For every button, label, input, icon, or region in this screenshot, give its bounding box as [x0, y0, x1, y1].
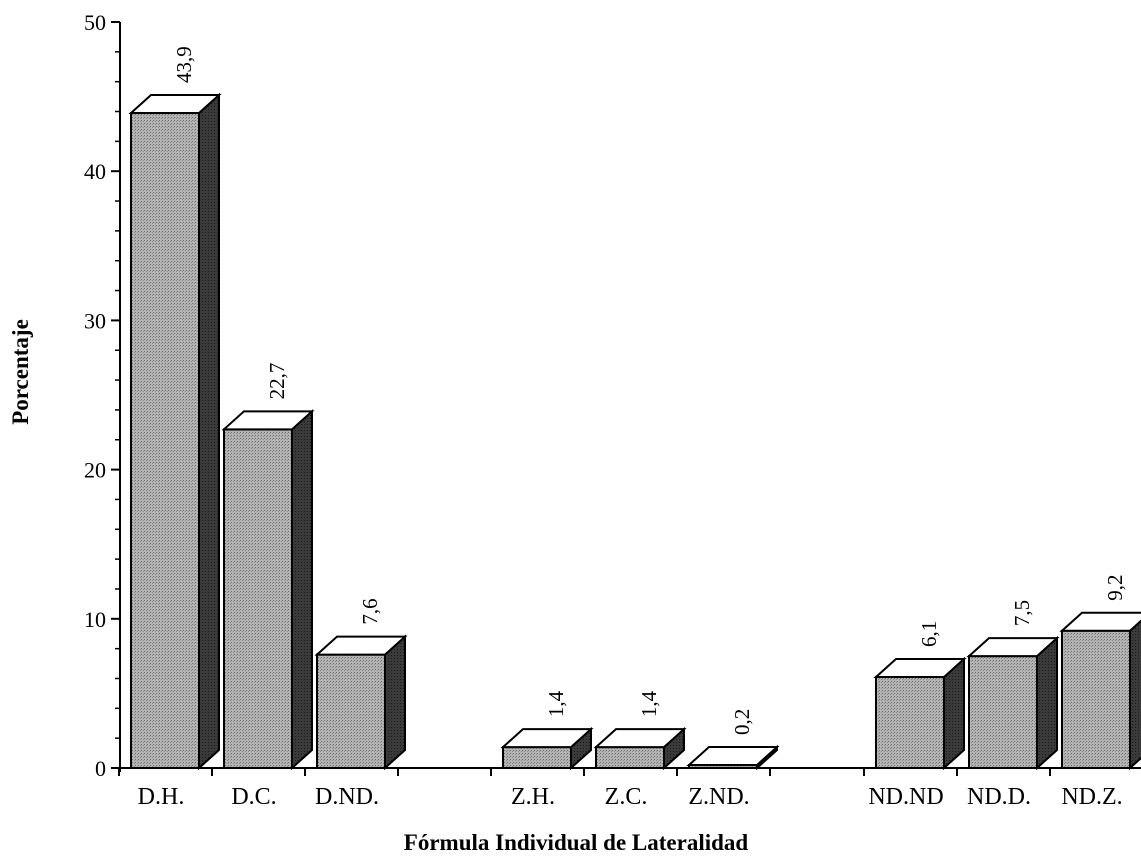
- bar-top: [500, 728, 594, 749]
- bar-front: [223, 428, 293, 769]
- bar-front: [130, 112, 200, 769]
- bars-layer: 43,9 D.H. 22,7 D.C. 7,6 D.ND. 1,4 Z.H. 1,4 Z.C. 0,…: [128, 46, 1141, 810]
- bar-top: [128, 94, 222, 115]
- bar-side: [198, 92, 220, 771]
- y-tick-label: 40: [84, 159, 106, 184]
- bar-top: [1059, 611, 1141, 632]
- bar-value-label: 6,1: [917, 621, 941, 647]
- x-category-label: Z.C.: [605, 784, 648, 810]
- bar-front: [316, 653, 386, 769]
- y-tick-label: 20: [84, 458, 106, 483]
- x-axis-title: Fórmula Individual de Lateralidad: [404, 830, 749, 855]
- bar-value-label: 22,7: [265, 363, 289, 400]
- x-category-label: ND.Z.: [1061, 784, 1122, 810]
- bar-side: [1129, 619, 1141, 771]
- x-category-label: ND.ND: [868, 784, 943, 810]
- y-axis-title: Porcentaje: [8, 319, 33, 425]
- bar-value-label: 1,4: [637, 690, 661, 717]
- bar-value-label: 9,2: [1103, 574, 1127, 600]
- y-tick-label: 50: [84, 10, 106, 35]
- bar-top: [966, 637, 1060, 658]
- bar-top: [873, 657, 967, 678]
- x-category-label: D.H.: [138, 784, 185, 810]
- x-category-label: D.C.: [231, 784, 276, 810]
- bar-front: [502, 746, 572, 769]
- bar-front: [1061, 629, 1131, 770]
- y-tick-label: 0: [95, 756, 106, 781]
- y-tick-label: 30: [84, 308, 106, 333]
- bar-value-label: 0,2: [730, 709, 754, 735]
- bar-top: [686, 746, 780, 767]
- axis-layer: 0 10 20 30 40 50: [84, 10, 1141, 781]
- bar-top: [221, 410, 315, 431]
- bar-value-label: 43,9: [172, 46, 196, 83]
- x-category-label: ND.D.: [967, 784, 1031, 810]
- bar-value-label: 7,5: [1010, 600, 1034, 626]
- x-category-label: D.ND.: [315, 784, 379, 810]
- bar-side: [1036, 635, 1058, 771]
- bar-top: [314, 635, 408, 656]
- x-category-label: Z.ND.: [688, 784, 749, 810]
- bar-value-label: 7,6: [358, 598, 382, 624]
- bar-front: [595, 746, 665, 769]
- bar-top: [593, 728, 687, 749]
- bar-side: [384, 634, 406, 771]
- bar-front: [875, 675, 945, 769]
- bar-front: [968, 655, 1038, 769]
- bar-value-label: 1,4: [544, 690, 568, 717]
- bar-side: [291, 409, 313, 771]
- y-tick-label: 10: [84, 607, 106, 632]
- x-category-label: Z.H.: [511, 784, 555, 810]
